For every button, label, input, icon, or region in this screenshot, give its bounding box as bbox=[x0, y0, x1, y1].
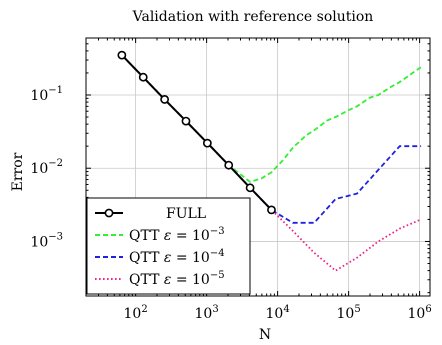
series-2-line bbox=[121, 54, 422, 224]
series-0-line bbox=[121, 54, 273, 211]
x-axis-label: N bbox=[259, 327, 271, 343]
legend-label: QTT ε = 10−5 bbox=[129, 270, 225, 288]
legend-label: QTT ε = 10−4 bbox=[129, 248, 225, 266]
full-data-point bbox=[245, 183, 255, 193]
series-1-line bbox=[121, 54, 422, 183]
y-axis-label: Error bbox=[10, 152, 26, 191]
full-data-point bbox=[202, 138, 212, 148]
grid-lines bbox=[86, 38, 430, 296]
x-tick-label: 104 bbox=[266, 304, 290, 322]
legend-marker bbox=[104, 208, 114, 218]
legend: FULL QTT ε = 10−3 QTT ε = 10−4 QTT ε = 10−5 bbox=[86, 197, 251, 295]
y-tick-label: 10−3 bbox=[30, 231, 63, 250]
full-data-point bbox=[267, 205, 276, 215]
chart-title: Validation with reference solution bbox=[132, 9, 374, 25]
x-tick-label: 105 bbox=[337, 304, 361, 322]
full-data-point bbox=[160, 95, 170, 104]
series-lines bbox=[121, 54, 422, 272]
full-data-point bbox=[117, 50, 127, 60]
y-tick-label: 10−2 bbox=[30, 158, 63, 177]
x-tick-label: 106 bbox=[408, 304, 432, 322]
x-tick-label: 103 bbox=[195, 304, 219, 322]
legend-label: QTT ε = 10−3 bbox=[129, 226, 225, 244]
full-data-point bbox=[138, 72, 148, 82]
legend-label: FULL bbox=[166, 206, 206, 222]
x-tick-label: 102 bbox=[124, 304, 148, 322]
full-data-point bbox=[224, 160, 234, 170]
plot-frame bbox=[85, 37, 431, 297]
full-data-point bbox=[181, 116, 191, 126]
full-markers bbox=[117, 50, 276, 215]
y-tick-label: 10−1 bbox=[30, 85, 63, 104]
